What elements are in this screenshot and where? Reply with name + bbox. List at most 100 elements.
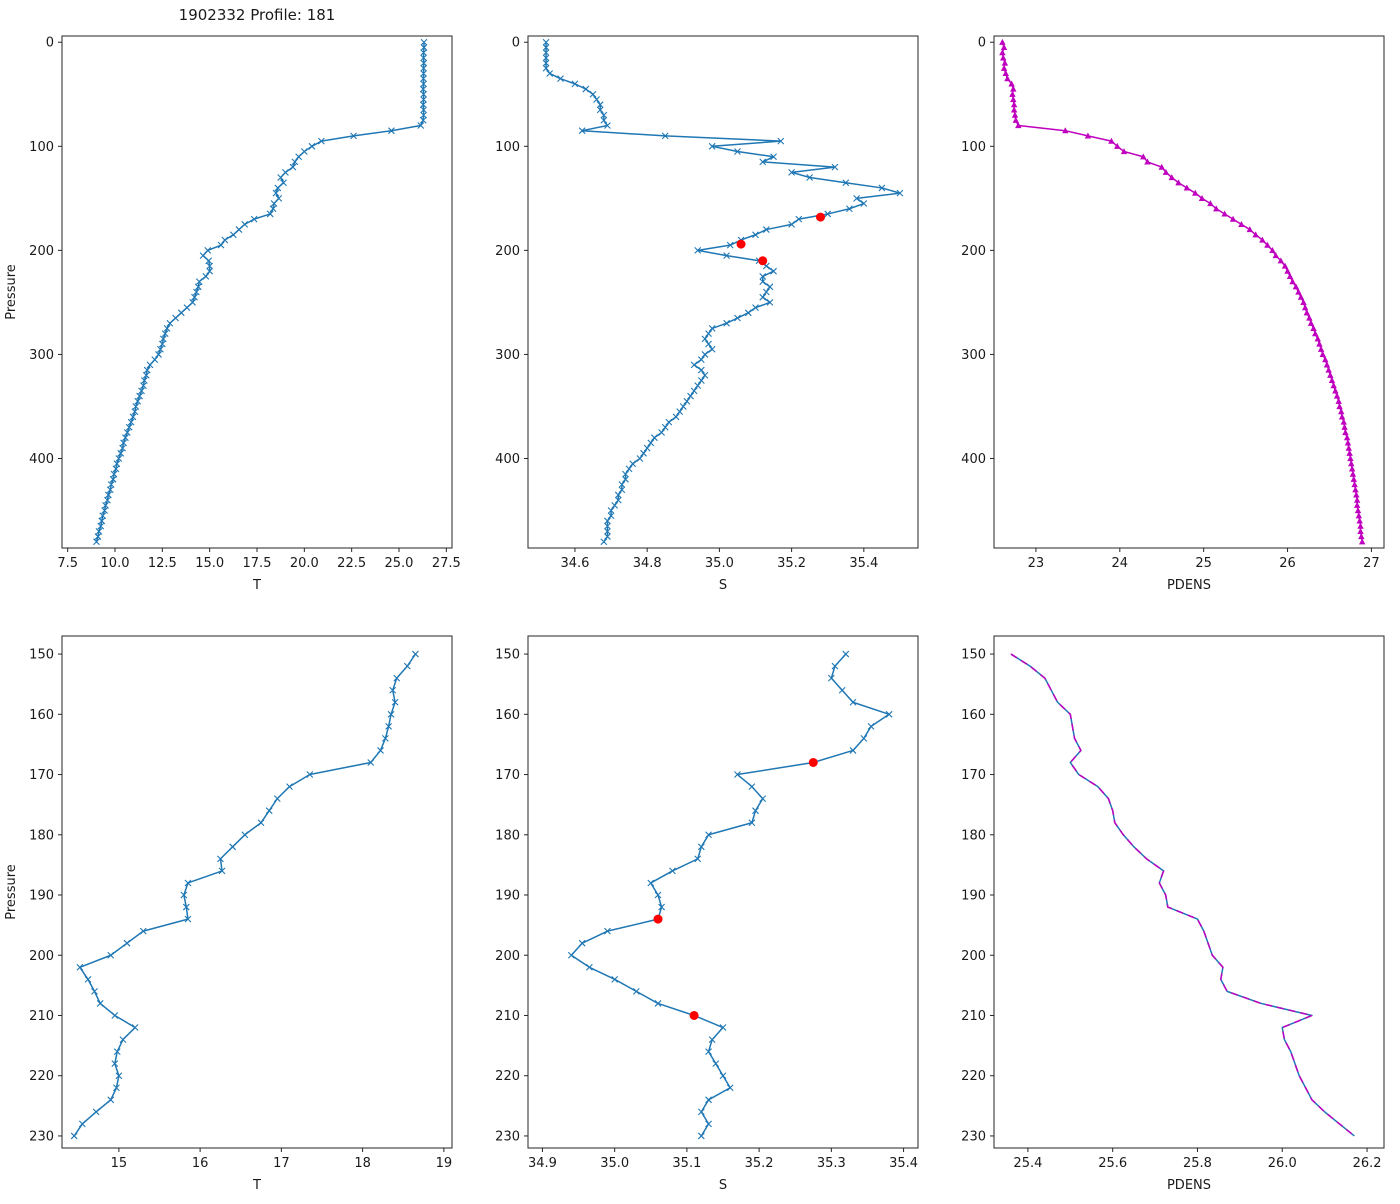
y-tick-label: 0 bbox=[512, 36, 520, 51]
axes-frame bbox=[61, 35, 453, 549]
axes-frame bbox=[61, 635, 453, 1149]
x-tick-label: 22.5 bbox=[337, 556, 366, 571]
series-line-pdens-check bbox=[1010, 653, 1355, 1137]
x-tick-label: 19 bbox=[436, 1156, 453, 1171]
series-markers-x bbox=[93, 38, 428, 546]
chart-canvas: 25.4 25.6 25.8 26.0 26.2 150 160 170 180 190 200 21… bbox=[961, 635, 1385, 1193]
axes-frame bbox=[527, 635, 919, 1149]
x-tick-label: 27 bbox=[1363, 556, 1380, 571]
x-axis-label: T bbox=[252, 578, 261, 593]
y-tick-label: 220 bbox=[495, 1069, 520, 1084]
highlight-point bbox=[808, 757, 818, 767]
y-tick-label: 220 bbox=[961, 1069, 986, 1084]
x-tick-label: 27.5 bbox=[432, 556, 461, 571]
y-tick-label: 300 bbox=[495, 348, 520, 363]
chart-canvas: 7.5 10.0 12.5 15.0 17.5 20.0 22.5 25.0 27.5 0 100 2… bbox=[4, 6, 461, 593]
x-tick-label: 25.6 bbox=[1098, 1156, 1127, 1171]
x-axis-label: PDENS bbox=[1167, 1178, 1211, 1193]
y-tick-label: 180 bbox=[495, 828, 520, 843]
x-tick-label: 20.0 bbox=[290, 556, 319, 571]
y-tick-label: 100 bbox=[29, 140, 54, 155]
y-tick-label: 210 bbox=[961, 1009, 986, 1024]
x-tick-label: 35.0 bbox=[600, 1156, 629, 1171]
y-tick-label: 230 bbox=[961, 1129, 986, 1144]
y-tick-label: 100 bbox=[961, 140, 986, 155]
highlight-point bbox=[758, 256, 768, 266]
x-tick-label: 26.0 bbox=[1268, 1156, 1297, 1171]
y-tick-label: 200 bbox=[961, 244, 986, 259]
y-tick-label: 400 bbox=[495, 452, 520, 467]
subplot-temperature-zoom: 15 16 17 18 19 150 160 170 180 190 200 210 220 230 T Pr… bbox=[0, 600, 466, 1200]
series-line-s bbox=[570, 653, 890, 1137]
x-tick-label: 16 bbox=[192, 1156, 209, 1171]
y-tick-label: 210 bbox=[495, 1009, 520, 1024]
chart-canvas: 34.9 35.0 35.1 35.2 35.3 35.4 150 160 170 180 190 2… bbox=[495, 635, 919, 1193]
x-tick-label: 35.2 bbox=[745, 1156, 774, 1171]
y-tick-label: 180 bbox=[29, 828, 54, 843]
y-tick-label: 170 bbox=[495, 768, 520, 783]
y-tick-label: 0 bbox=[46, 36, 54, 51]
x-tick-label: 34.8 bbox=[633, 556, 662, 571]
x-tick-label: 10.0 bbox=[101, 556, 130, 571]
x-tick-label: 35.3 bbox=[817, 1156, 846, 1171]
axes-frame bbox=[527, 35, 919, 549]
figure-title: 1902332 Profile: 181 bbox=[179, 6, 336, 24]
x-tick-label: 17.5 bbox=[243, 556, 272, 571]
y-tick-label: 400 bbox=[29, 452, 54, 467]
x-axis-label: PDENS bbox=[1167, 578, 1211, 593]
subplot-pdens-zoom: 25.4 25.6 25.8 26.0 26.2 150 160 170 180 190 200 21… bbox=[932, 600, 1398, 1200]
x-tick-label: 35.0 bbox=[705, 556, 734, 571]
x-tick-label: 25.8 bbox=[1183, 1156, 1212, 1171]
chart-canvas: 34.6 34.8 35.0 35.2 35.4 0 100 200 300 400 S bbox=[495, 35, 919, 593]
series-line-t bbox=[95, 42, 425, 542]
x-tick-label: 34.9 bbox=[528, 1156, 557, 1171]
x-tick-label: 25.4 bbox=[1013, 1156, 1042, 1171]
x-tick-label: 24 bbox=[1112, 556, 1129, 571]
y-tick-label: 190 bbox=[29, 889, 54, 904]
x-tick-label: 35.2 bbox=[777, 556, 806, 571]
y-tick-label: 200 bbox=[961, 949, 986, 964]
x-tick-label: 15 bbox=[111, 1156, 128, 1171]
y-tick-label: 230 bbox=[495, 1129, 520, 1144]
y-tick-label: 100 bbox=[495, 140, 520, 155]
series-markers-x bbox=[567, 650, 893, 1140]
x-axis-label: T bbox=[252, 1178, 261, 1193]
y-tick-label: 150 bbox=[961, 648, 986, 663]
subplot-salinity-full: 34.6 34.8 35.0 35.2 35.4 0 100 200 300 400 S bbox=[466, 0, 932, 600]
series-markers-x bbox=[70, 650, 419, 1140]
highlight-point bbox=[816, 212, 825, 222]
y-tick-label: 400 bbox=[961, 452, 986, 467]
axes-frame bbox=[993, 635, 1385, 1149]
chart-canvas: 23 24 25 26 27 0 100 200 300 400 PDENS bbox=[961, 35, 1385, 593]
y-tick-label: 160 bbox=[29, 708, 54, 723]
series-markers-triangle bbox=[999, 38, 1366, 545]
y-tick-label: 160 bbox=[961, 708, 986, 723]
subplot-pdens-full: 23 24 25 26 27 0 100 200 300 400 PDENS bbox=[932, 0, 1398, 600]
x-tick-label: 12.5 bbox=[148, 556, 177, 571]
y-tick-label: 170 bbox=[29, 768, 54, 783]
x-tick-label: 18 bbox=[354, 1156, 371, 1171]
y-tick-label: 160 bbox=[495, 708, 520, 723]
y-tick-label: 170 bbox=[961, 768, 986, 783]
axes-frame bbox=[993, 35, 1385, 549]
y-axis-label: Pressure bbox=[4, 864, 19, 920]
y-tick-label: 200 bbox=[495, 949, 520, 964]
x-tick-label: 26 bbox=[1279, 556, 1296, 571]
chart-canvas: 15 16 17 18 19 150 160 170 180 190 200 210 220 230 T Pr… bbox=[4, 635, 453, 1193]
y-tick-label: 220 bbox=[29, 1069, 54, 1084]
series-markers-x bbox=[542, 38, 904, 546]
x-tick-label: 7.5 bbox=[57, 556, 78, 571]
series-line-pdens bbox=[1001, 42, 1363, 542]
x-tick-label: 25 bbox=[1195, 556, 1212, 571]
subplot-salinity-zoom: 34.9 35.0 35.1 35.2 35.3 35.4 150 160 170 180 190 2… bbox=[466, 600, 932, 1200]
y-tick-label: 150 bbox=[495, 648, 520, 663]
y-tick-label: 190 bbox=[495, 889, 520, 904]
y-tick-label: 210 bbox=[29, 1009, 54, 1024]
y-tick-label: 300 bbox=[961, 348, 986, 363]
x-tick-label: 15.0 bbox=[195, 556, 224, 571]
highlight-point bbox=[736, 239, 746, 249]
x-tick-label: 23 bbox=[1028, 556, 1045, 571]
highlight-point bbox=[653, 914, 663, 924]
y-tick-label: 300 bbox=[29, 348, 54, 363]
